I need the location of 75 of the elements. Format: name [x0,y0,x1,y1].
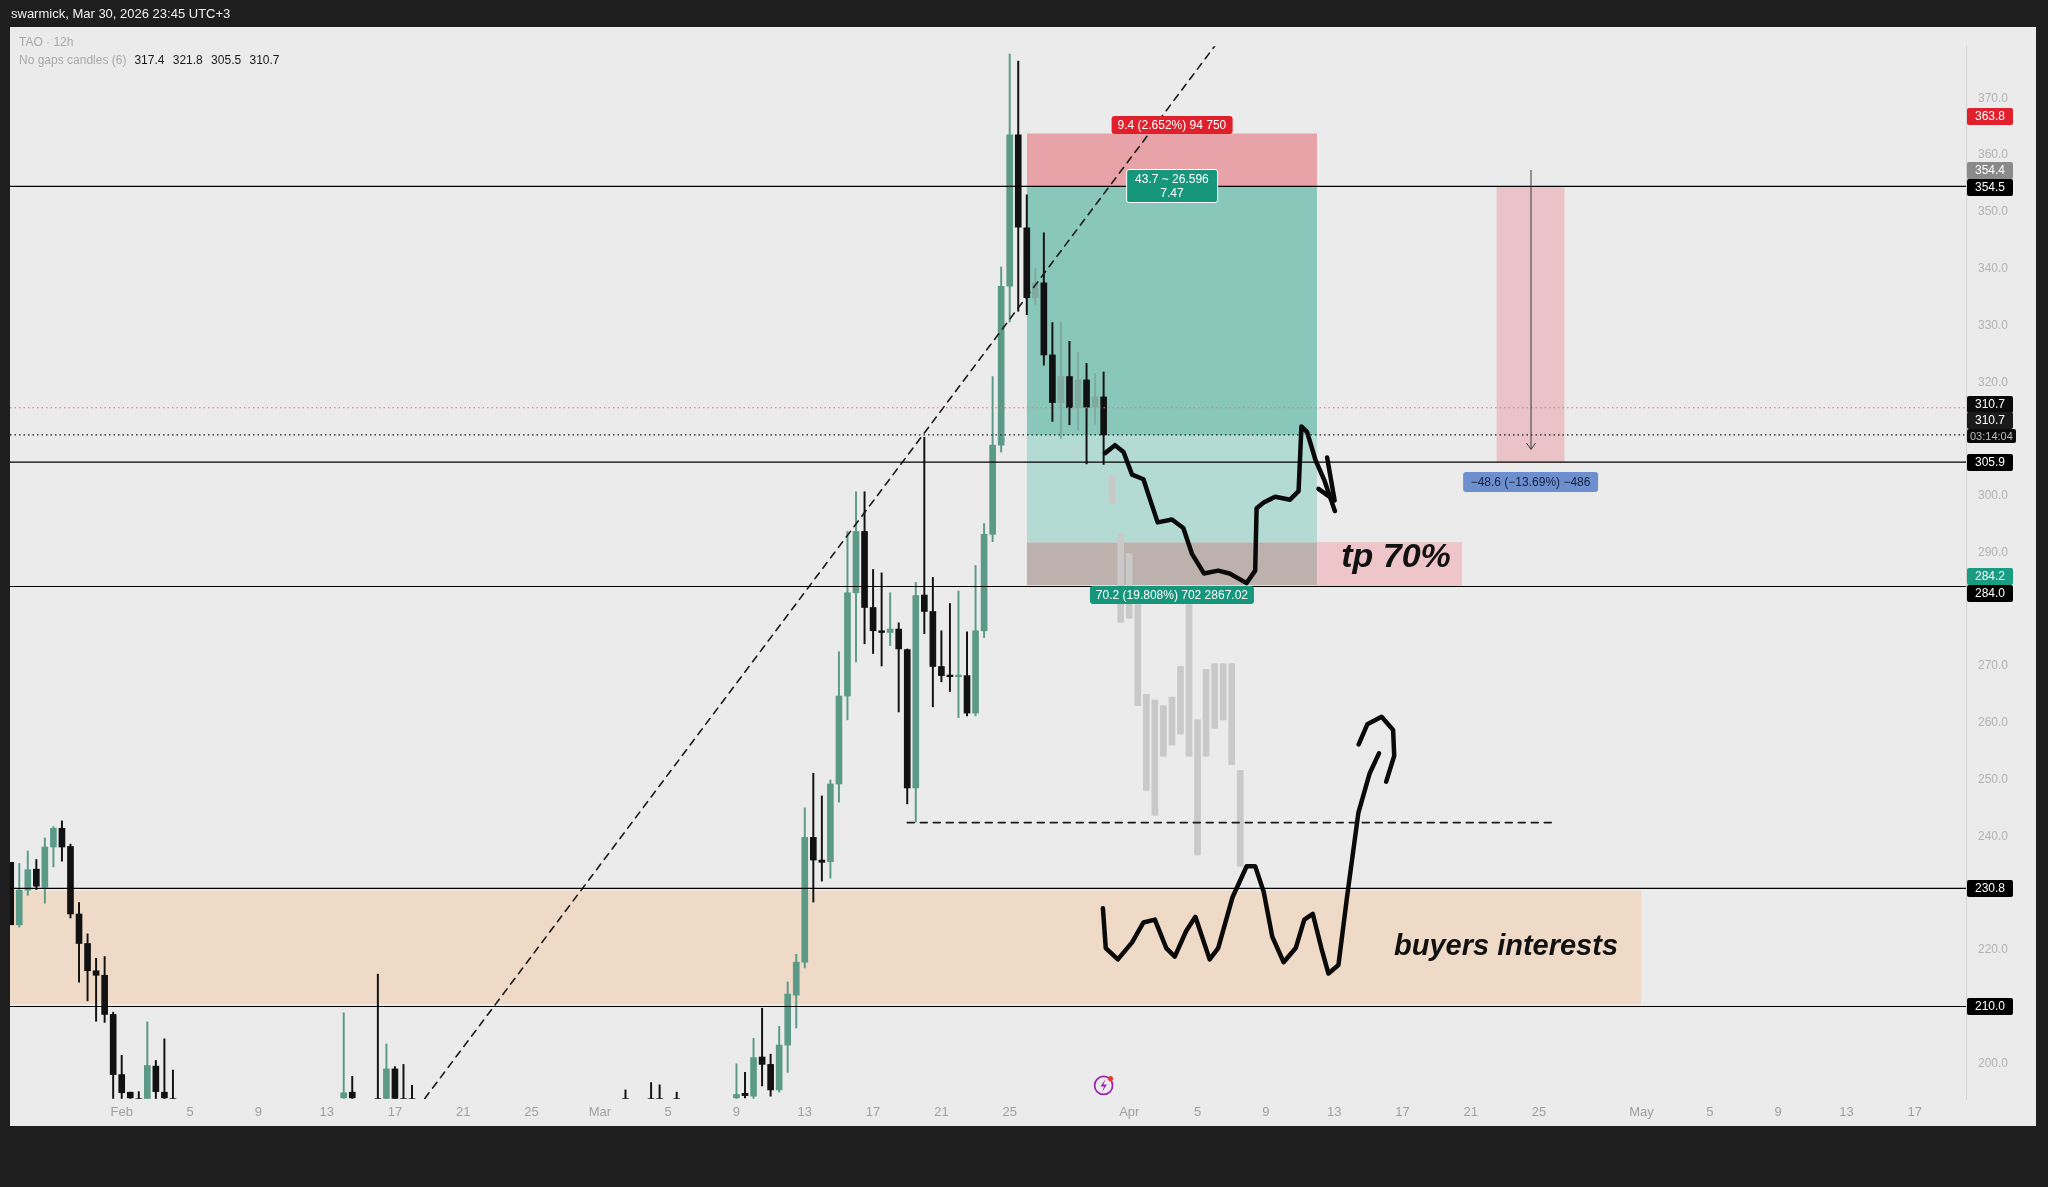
x-tick-label: 25 [1002,1104,1017,1120]
x-tick-label: 21 [1463,1104,1479,1120]
annotation: 70.2 (19.808%) 702 2867.02 [1089,586,1254,605]
candlestick [135,1091,143,1099]
text: 363.8 [1967,107,2013,125]
x-tick-label: 13 [1326,1104,1342,1120]
x-tick-label: 5 [664,1104,672,1120]
ref-line-label: 230.8 [1967,879,2013,897]
x-tick-label: Apr [1119,1104,1141,1120]
x-tick-label: 21 [456,1104,471,1120]
y-tick-label: 320.0 [1978,374,2009,389]
y-tick-label: 200.0 [1978,1055,2009,1070]
annotation: tp 70% [1341,535,1451,574]
candlestick [374,973,382,1099]
x-tick-label: Feb [110,1104,133,1120]
annotation: buyers interests [1393,928,1619,962]
candlestick [741,1071,749,1099]
annotation: 9.4 (2.652%) 94 750 [1111,115,1233,134]
y-tick-label: 270.0 [1978,658,2009,673]
candlestick [647,1082,655,1099]
candlestick [169,1069,177,1099]
candlestick [878,572,885,667]
annotation: 43.7 ~ 26.596 7.47 [1126,169,1218,204]
x-tick-label: 17 [387,1104,403,1120]
x-tick-label: 17 [1395,1104,1410,1120]
candlestick [340,1012,348,1099]
annotation: −48.6 (−13.69%) −486 [1462,472,1599,493]
x-tick-label: 5 [186,1104,194,1120]
y-tick-label: 350.0 [1978,204,2009,219]
candlestick [818,795,826,882]
y-tick-label: 360.0 [1978,147,2009,162]
y-tick-label: 330.0 [1978,317,2009,332]
x-tick-label: May [1629,1104,1655,1120]
x-tick-label: 21 [934,1104,949,1120]
x-tick-label: 9 [1262,1104,1270,1120]
ref-line-label: 305.9 [1967,453,2013,471]
ref-line-label: 284.0 [1967,584,2013,602]
y-tick-label: 340.0 [1978,260,2009,275]
text: 284.2 [1967,567,2013,585]
text: No gaps candles (6) [19,53,127,67]
candlestick [656,1084,663,1099]
ref-line-label: 210.0 [1967,997,2013,1015]
text: 354.4 [1967,161,2013,179]
x-tick-label: 9 [254,1104,262,1120]
candlestick [408,1085,416,1099]
x-tick-label: 9 [732,1104,741,1120]
x-tick-label: 17 [1907,1104,1922,1120]
x-tick-label: Mar [588,1104,612,1120]
text: 310.7 [1967,395,2013,413]
y-tick-label: 260.0 [1978,715,2009,730]
candlestick [92,957,100,1022]
legend-label: 310.7 [1967,412,2013,430]
text: 03:14:04 [1967,429,2016,444]
y-tick-label: 250.0 [1978,771,2009,786]
chart-title: TAO · 12h [19,35,74,50]
y-tick-label: 240.0 [1978,828,2009,843]
candlestick [400,1064,407,1099]
x-tick-label: 9 [1774,1104,1782,1120]
y-tick-label: 290.0 [1978,544,2009,559]
x-tick-label: 13 [1839,1104,1854,1120]
x-tick-label: 13 [797,1104,813,1120]
annotation: 317.4 321.8 305.5 310.7 [134,53,280,67]
ref-line-label: 354.5 [1967,178,2013,196]
candlestick [733,1063,740,1099]
x-tick-label: 25 [1531,1104,1547,1120]
x-tick-label: 5 [1706,1104,1714,1120]
y-tick-label: 220.0 [1978,942,2009,957]
text: swarmick, Mar 30, 2026 23:45 UTC+3 [11,6,231,22]
candlestick [161,1038,168,1099]
x-tick-label: 5 [1193,1104,1202,1120]
x-tick-label: 25 [524,1104,539,1120]
x-tick-label: 17 [865,1104,881,1120]
y-tick-label: 370.0 [1978,90,2009,105]
y-tick-label: 300.0 [1978,488,2009,503]
x-tick-label: 13 [319,1104,334,1120]
